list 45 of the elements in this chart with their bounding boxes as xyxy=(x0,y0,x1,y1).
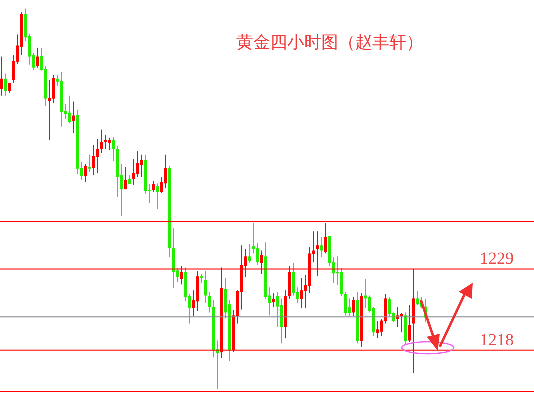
candlestick xyxy=(104,134,108,150)
candlestick xyxy=(344,292,348,316)
candlestick xyxy=(352,296,356,317)
candlestick xyxy=(152,180,156,193)
candlestick xyxy=(108,137,112,151)
candlestick xyxy=(0,56,4,96)
candlestick xyxy=(408,304,412,343)
text: 黄金四小时图（赵丰轩） xyxy=(236,32,424,54)
candlestick xyxy=(132,158,136,186)
candlestick xyxy=(136,150,140,178)
candlestick xyxy=(36,47,40,68)
candlestick xyxy=(88,154,92,174)
candlestick xyxy=(52,74,56,104)
candlestick xyxy=(124,166,128,190)
candlestick xyxy=(348,298,352,317)
candlestick xyxy=(4,73,8,96)
candlestick xyxy=(276,292,280,328)
candlestick xyxy=(48,80,52,141)
candlestick xyxy=(164,154,168,189)
ref-line-label: 1218 xyxy=(480,330,514,350)
candlestick xyxy=(340,268,344,297)
candlestick xyxy=(84,164,88,183)
candlestick xyxy=(156,183,160,210)
candlestick xyxy=(256,242,260,266)
candlestick xyxy=(100,129,104,154)
candlestick xyxy=(416,290,420,306)
candlestick xyxy=(96,138,100,174)
ref-line-label: 1229 xyxy=(480,249,514,268)
candlestick xyxy=(112,136,116,162)
candlestick xyxy=(300,278,304,309)
candlestick xyxy=(72,101,76,134)
candlestick xyxy=(208,292,212,314)
candlestick xyxy=(68,95,72,124)
candlestick xyxy=(172,228,176,289)
candlestick xyxy=(320,236,324,258)
candlestick xyxy=(248,244,252,264)
candlestick xyxy=(280,298,284,344)
candlestick xyxy=(204,270,208,304)
candlestick xyxy=(92,144,96,176)
candlestick xyxy=(364,279,368,309)
candlestick xyxy=(376,321,380,340)
candlestick xyxy=(272,293,276,308)
candlestick xyxy=(400,312,404,334)
candlestick xyxy=(292,262,296,296)
candlestick xyxy=(140,154,144,178)
